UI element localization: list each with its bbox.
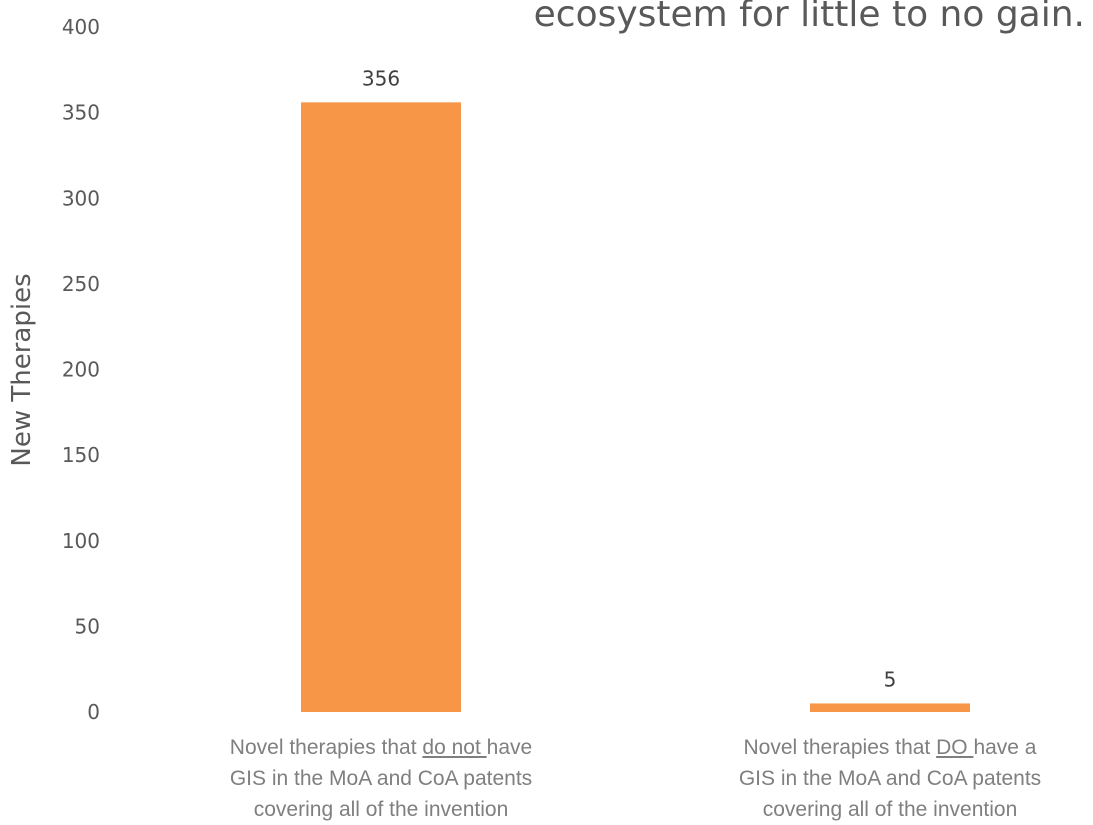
category-text-before: Novel therapies that: [743, 736, 937, 759]
y-tick-label: 200: [62, 358, 100, 382]
bar-value-label: 5: [884, 667, 897, 691]
bar-value-label: 356: [362, 66, 400, 90]
category-line-2: GIS in the MoA and CoA patents: [738, 767, 1042, 790]
y-tick-label: 50: [75, 614, 100, 638]
category-text-after: have a: [973, 736, 1037, 759]
chart-title-fragment: ecosystem for little to no gain.: [534, 0, 1085, 35]
y-tick-label: 100: [62, 529, 100, 553]
y-axis-title: New Therapies: [7, 273, 37, 466]
category-line-3: covering all of the invention: [762, 798, 1018, 821]
y-tick-label: 250: [62, 272, 100, 296]
y-tick-label: 150: [62, 443, 100, 467]
category-emphasis: DO: [936, 736, 974, 759]
category-text-before: Novel therapies that: [229, 736, 423, 759]
y-tick-label: 350: [62, 101, 100, 125]
bar: [810, 703, 970, 712]
bar: [301, 102, 461, 713]
bars: [301, 102, 970, 713]
category-emphasis: do not: [422, 736, 487, 759]
category-line-1: Novel therapies that DO have a: [680, 732, 1093, 763]
x-category-label: Novel therapies that DO have a GIS in the…: [680, 732, 1093, 825]
category-line-3: covering all of the invention: [253, 798, 509, 821]
data-labels: 356 5: [362, 66, 896, 691]
y-tick-label: 300: [62, 186, 100, 210]
category-text-after: have: [486, 736, 533, 759]
category-line-2: GIS in the MoA and CoA patents: [229, 767, 533, 790]
y-tick-label: 0: [87, 700, 100, 724]
y-tick-label: 400: [62, 15, 100, 39]
x-category-label: Novel therapies that do not have GIS in t…: [171, 732, 591, 825]
category-line-1: Novel therapies that do not have: [171, 732, 591, 763]
y-axis-ticks: 0 50 100 150 200 250 300 350 400: [62, 15, 100, 724]
